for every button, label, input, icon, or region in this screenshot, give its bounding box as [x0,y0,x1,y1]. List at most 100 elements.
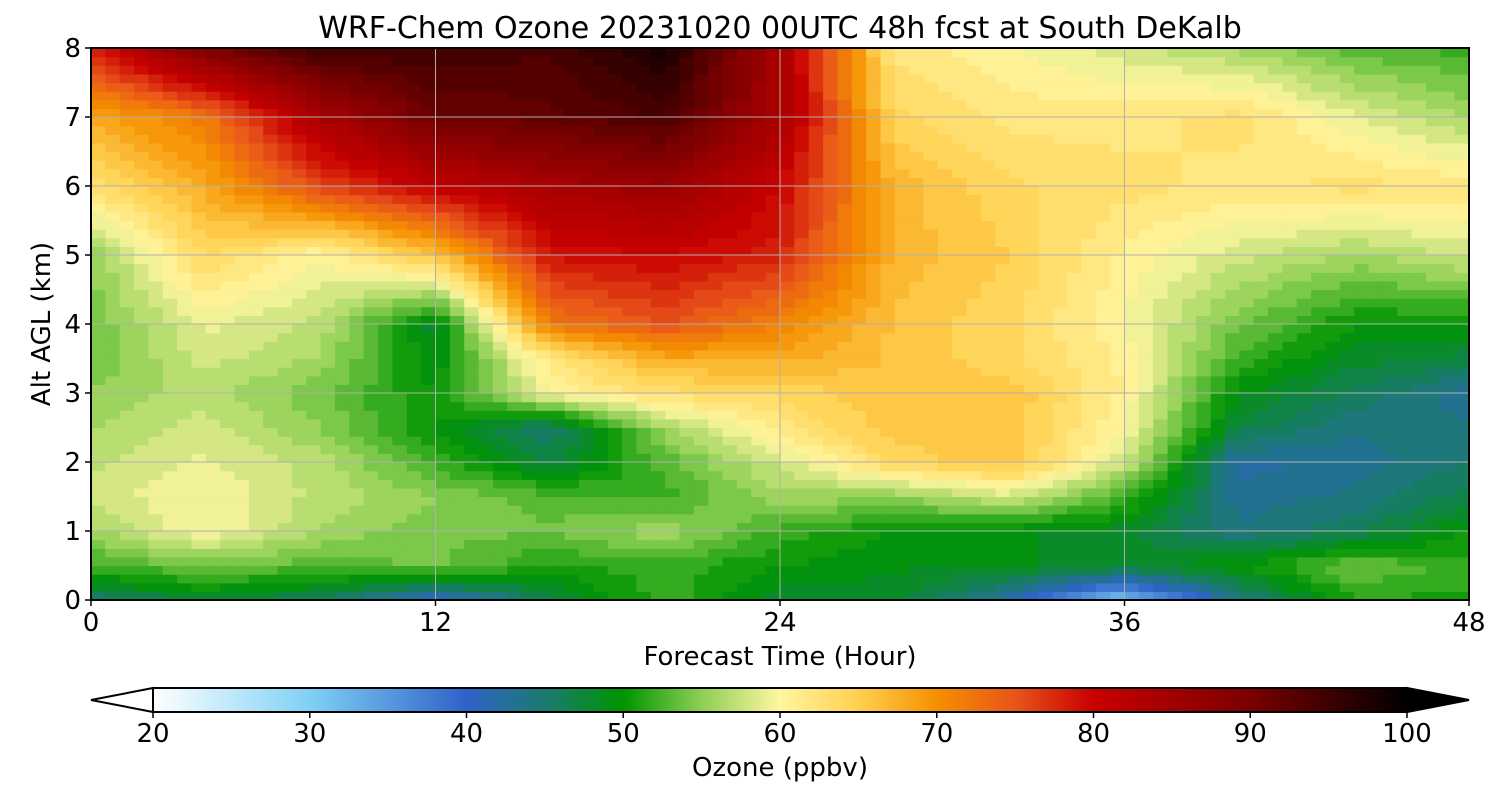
heatmap-cell [263,462,279,472]
heatmap-cell [1167,462,1183,472]
heatmap-cell [579,470,594,480]
heatmap-cell [808,341,824,351]
heatmap-cell [1052,289,1068,299]
heatmap-cell [521,505,537,515]
heatmap-cell [665,393,681,403]
heatmap-cell [894,298,910,308]
heatmap-cell [1325,177,1341,187]
heatmap-cell [607,418,623,429]
heatmap-cell [952,263,968,273]
heatmap-cell [765,384,781,394]
heatmap-cell [1067,548,1083,558]
heatmap-cell [837,591,853,601]
heatmap-cell [1081,280,1097,291]
heatmap-cell [866,384,882,394]
heatmap-cell [937,289,953,299]
heatmap-cell [162,401,178,411]
heatmap-cell [780,453,795,463]
heatmap-cell [1024,496,1039,506]
heatmap-cell [1253,496,1269,506]
heatmap-cell [521,384,537,394]
heatmap-cell [492,479,508,489]
heatmap-cell [492,453,508,463]
heatmap-cell [665,168,681,178]
heatmap-cell [866,168,882,178]
heatmap-cell [1339,194,1355,204]
heatmap-cell [937,177,953,187]
heatmap-cell [421,565,437,575]
heatmap-cell [650,220,666,230]
heatmap-cell [105,384,121,394]
heatmap-cell [579,462,594,472]
heatmap-cell [693,367,709,377]
heatmap-cell [1253,401,1269,411]
heatmap-cell [1110,470,1126,480]
heatmap-cell [162,246,178,256]
heatmap-cell [923,315,939,325]
heatmap-cell [650,367,666,377]
heatmap-cell [1052,582,1068,592]
heatmap-cell [736,522,752,532]
heatmap-cell [909,298,925,308]
heatmap-cell [148,418,164,429]
heatmap-cell [837,444,853,454]
heatmap-cell [823,324,839,334]
heatmap-cell [1268,237,1283,247]
heatmap-cell [1124,306,1140,316]
heatmap-cell [1382,513,1398,523]
heatmap-cell [162,548,178,558]
heatmap-cell [1124,237,1140,247]
heatmap-cell [507,306,523,316]
heatmap-cell [1224,280,1240,291]
heatmap-cell [1425,237,1441,247]
heatmap-cell [952,453,968,463]
heatmap-cell [1224,289,1240,299]
heatmap-cell [105,186,121,196]
heatmap-cell [880,177,896,187]
heatmap-cell [1138,513,1154,523]
heatmap-cell [1311,298,1327,308]
heatmap-cell [650,556,666,567]
heatmap-cell [593,565,609,575]
heatmap-cell [751,410,767,420]
heatmap-cell [464,246,480,256]
heatmap-cell [1052,418,1068,429]
heatmap-cell [1009,479,1025,489]
heatmap-cell [650,203,666,213]
heatmap-cell [134,539,150,549]
heatmap-cell [1253,479,1269,489]
heatmap-cell [91,470,106,480]
heatmap-cell [1009,531,1025,541]
heatmap-cell [1224,522,1240,532]
heatmap-cell [923,418,939,429]
heatmap-cell [148,410,164,420]
heatmap-cell [736,505,752,515]
heatmap-cell [306,487,322,498]
heatmap-cell [794,177,810,187]
heatmap-cell [91,341,106,351]
heatmap-cell [579,306,594,316]
heatmap-cell [966,565,982,575]
heatmap-cell [378,220,394,230]
heatmap-cell [1440,582,1456,592]
heatmap-cell [650,211,666,222]
heatmap-cell [205,229,221,239]
heatmap-cell [1009,324,1025,334]
heatmap-cell [91,255,106,265]
heatmap-cell [579,444,594,454]
heatmap-cell [291,444,307,454]
heatmap-cell [1354,220,1370,230]
heatmap-cell [1110,168,1126,178]
heatmap-cell [966,237,982,247]
heatmap-cell [134,522,150,532]
heatmap-cell [320,160,336,170]
heatmap-cell [335,229,350,239]
heatmap-cell [909,229,925,239]
heatmap-cell [550,582,566,592]
heatmap-cell [535,151,551,161]
heatmap-cell [277,263,293,273]
heatmap-cell [1239,332,1255,342]
heatmap-cell [392,263,408,273]
heatmap-cell [837,211,853,222]
heatmap-cell [363,505,379,515]
